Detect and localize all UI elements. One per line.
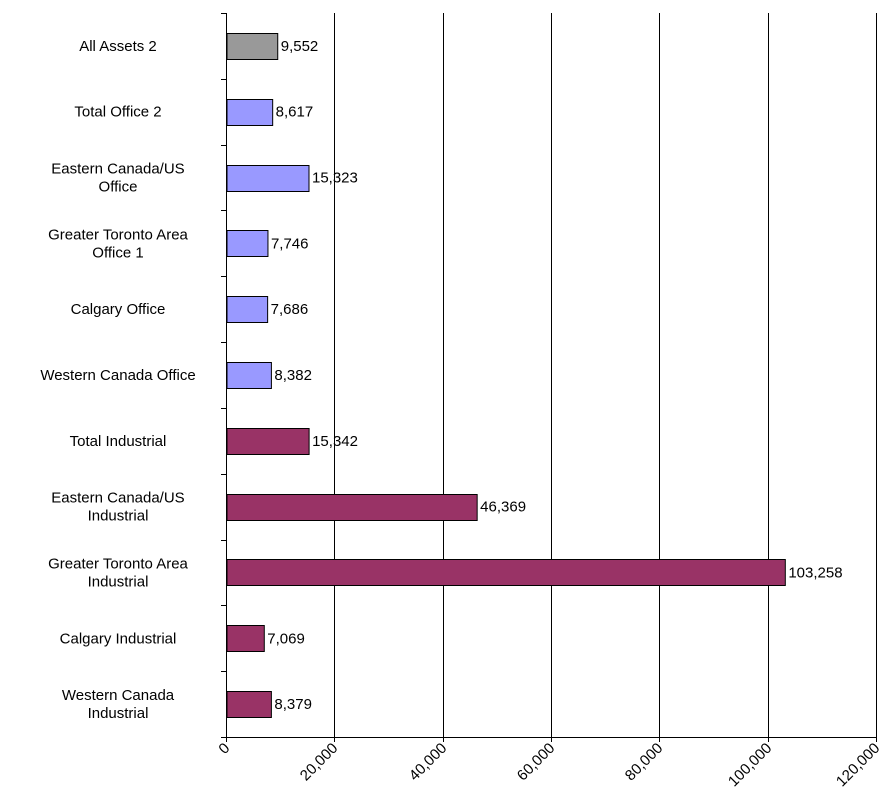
gridlines [334,13,877,737]
value-label: 7,069 [267,630,305,647]
category-label: Calgary Industrial [60,630,177,647]
bar [226,691,272,718]
bars [226,33,786,718]
bar [226,494,478,521]
category-label: Greater Toronto Area Industrial [48,555,188,590]
x-tick-label: 60,000 [514,740,558,784]
bar [226,625,265,652]
category-label: All Assets 2 [79,38,157,55]
bar [226,230,269,257]
category-label: Total Office 2 [74,104,161,121]
value-label: 8,379 [274,696,312,713]
value-labels: 9,552 8,617 15,323 7,746 7,686 8,382 15,342 46,… [267,38,842,713]
x-tick-label: 100,000 [725,740,775,790]
value-label: 103,258 [788,564,842,581]
value-label: 9,552 [281,38,319,55]
category-label: Total Industrial [70,433,167,450]
tick-labels: 0 20,000 40,000 60,000 80,000 100,000 120,000 [215,740,883,790]
category-label: Western Canada Industrial [62,687,175,722]
category-labels: All Assets 2 Total Office 2 Eastern Canada… [40,38,195,722]
x-tick-label: 40,000 [406,740,450,784]
category-label: Calgary Office [71,301,166,318]
x-tick-label: 0 [215,740,233,758]
category-label: Western Canada Office [40,367,195,384]
value-label: 7,746 [271,235,309,252]
value-label: 15,323 [312,170,358,187]
value-label: 8,382 [274,367,312,384]
bar [226,362,272,389]
value-label: 15,342 [312,433,358,450]
bar [226,296,269,323]
x-tick-label: 80,000 [622,740,666,784]
bar [226,99,274,126]
bar [226,428,310,455]
x-tick-label: 20,000 [297,740,341,784]
x-tick-label: 120,000 [833,740,883,790]
bar [226,165,310,192]
axes [221,13,877,742]
bar [226,33,279,60]
value-label: 46,369 [480,499,526,516]
category-label: Eastern Canada/US Office [51,161,184,196]
value-label: 7,686 [271,301,309,318]
category-label: Eastern Canada/US Industrial [51,490,184,525]
value-label: 8,617 [276,104,314,121]
category-label: Greater Toronto Area Office 1 [48,226,188,261]
bar [226,559,786,586]
